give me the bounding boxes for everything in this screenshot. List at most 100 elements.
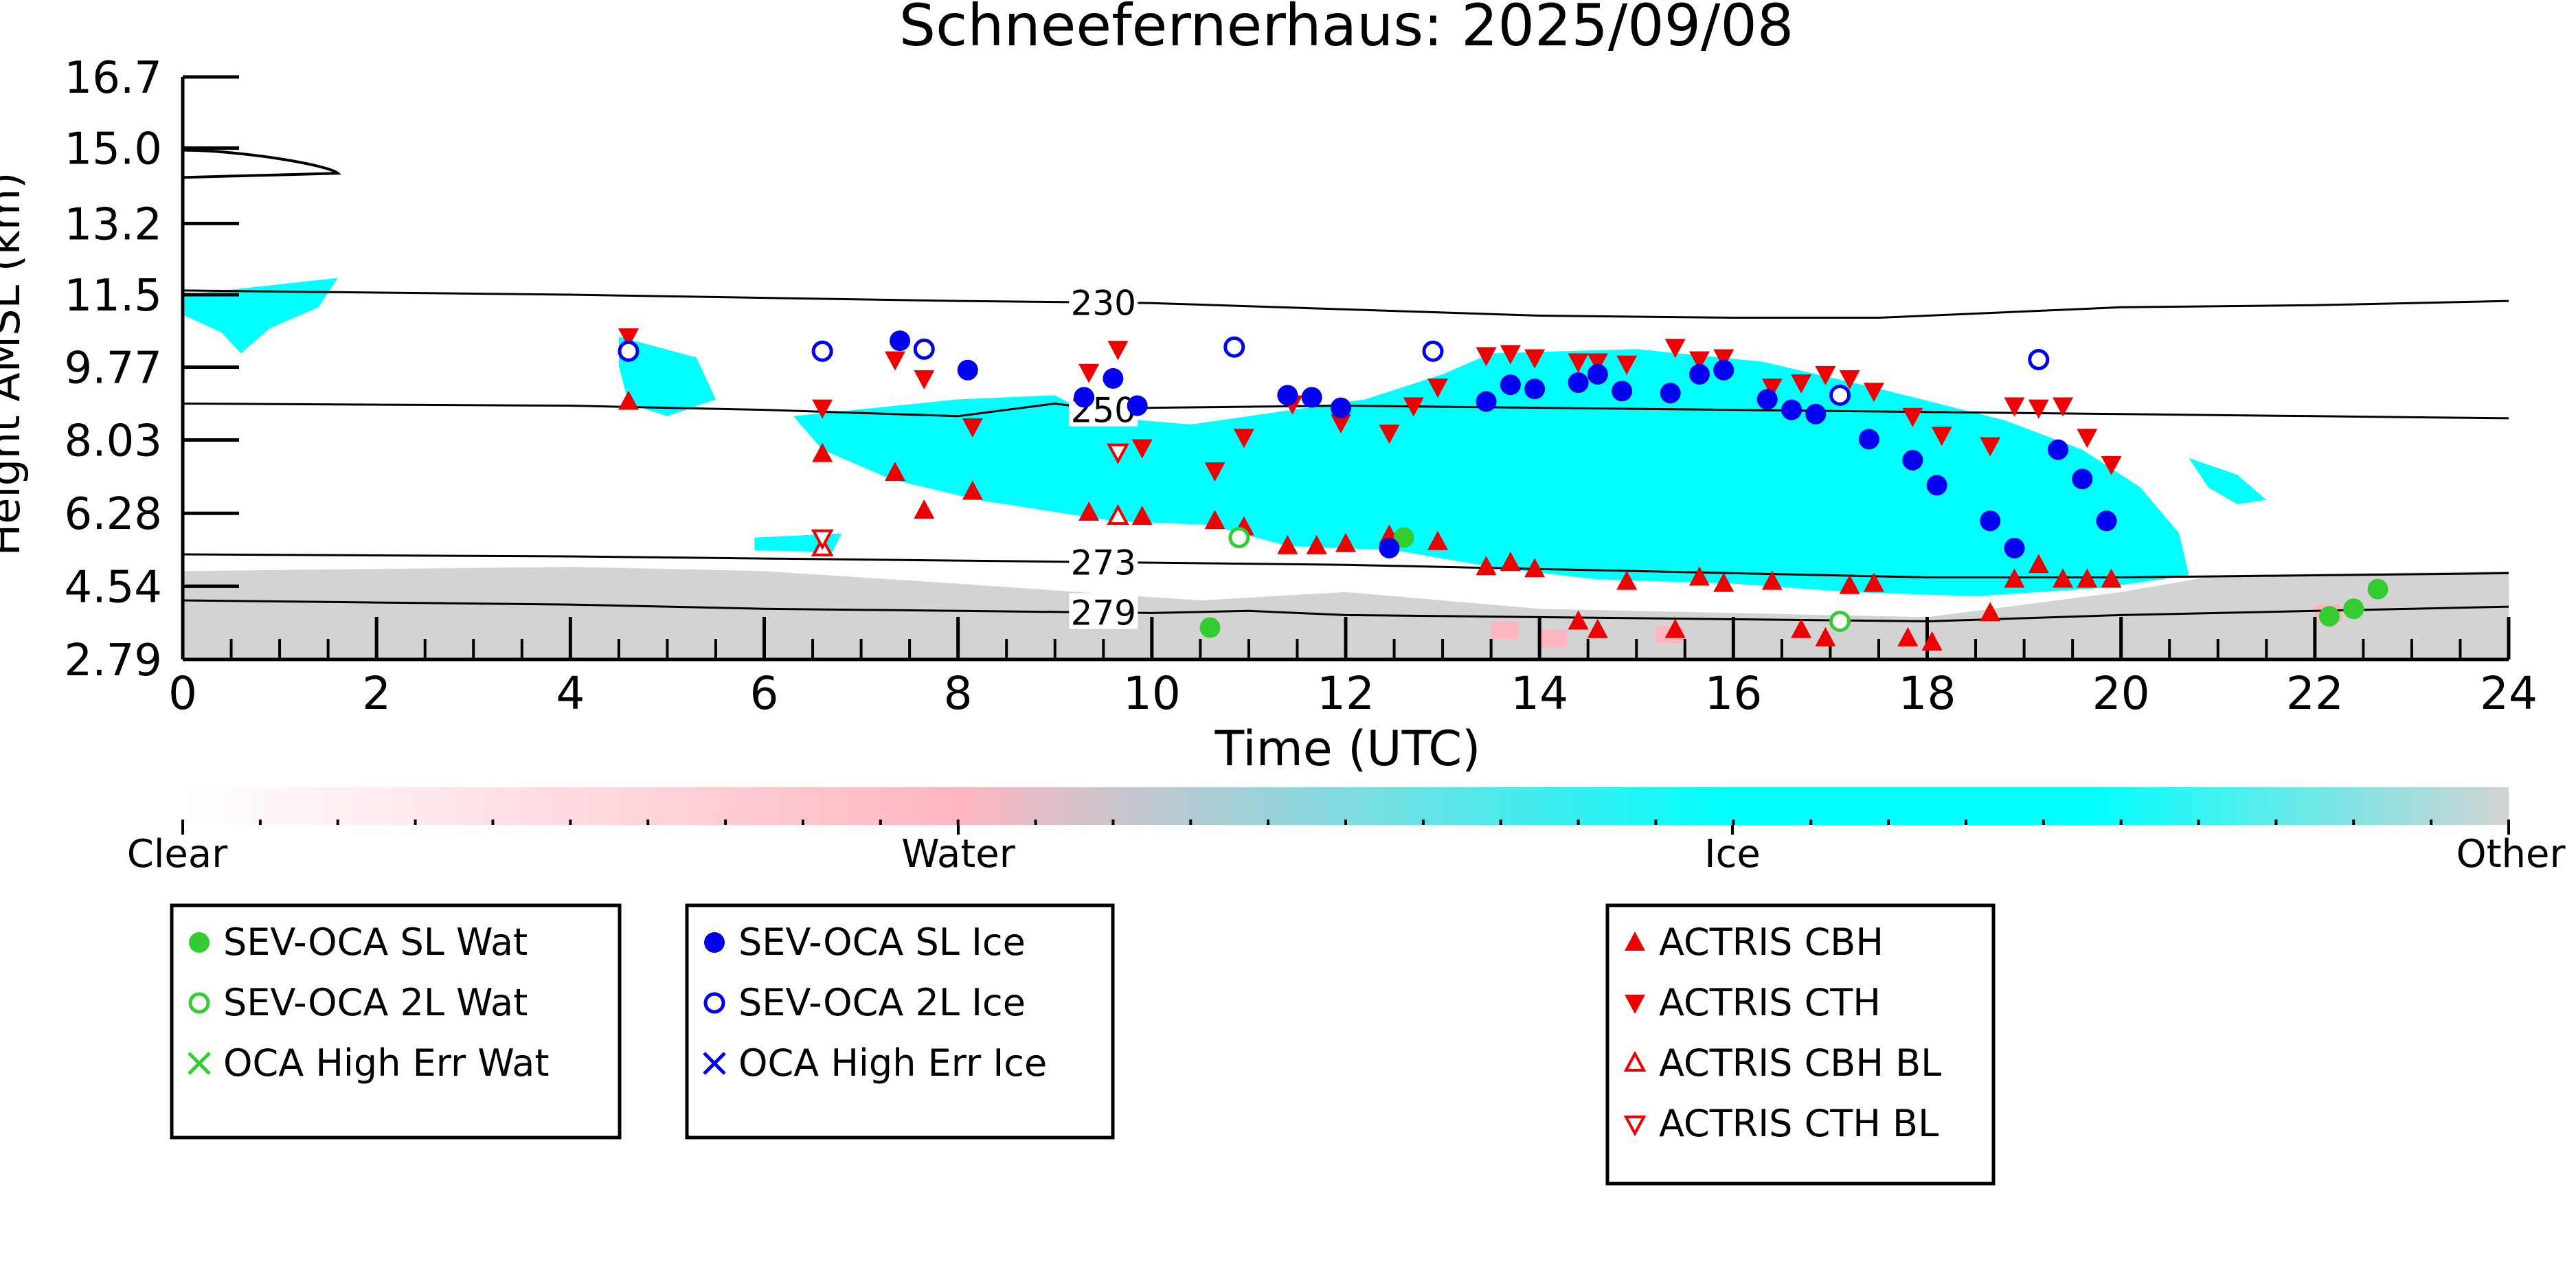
actris-cth-point-19 <box>1568 353 1589 373</box>
data-markers <box>618 328 2388 651</box>
sev-oca-sl-wat-point-4 <box>2343 598 2364 620</box>
legend-marker-actris-cth-bl <box>1623 1116 1647 1137</box>
legend-label-oca-high-err-wat: OCA High Err Wat <box>223 1041 550 1085</box>
sev-oca-2l-wat-point-1 <box>1228 527 1250 549</box>
actris-cbh-point-32 <box>2004 568 2025 588</box>
sev-oca-sl-wat-point-2 <box>1393 527 1414 548</box>
actris-cth-point-5 <box>962 418 983 438</box>
sev-oca-sl-ice-point-10 <box>1476 391 1497 412</box>
contour-label-273: 273 <box>1071 543 1136 583</box>
actris-cbh-point-8 <box>1204 510 1225 530</box>
actris-cth-point-1 <box>618 328 639 348</box>
actris-cth-point-7 <box>1107 341 1129 361</box>
sev-oca-2l-ice-point-7 <box>2028 349 2050 371</box>
x-tick-label-18: 18 <box>1899 667 1956 720</box>
actris-cth-point-17 <box>1500 345 1521 365</box>
sev-oca-sl-ice-point-11 <box>1500 374 1521 396</box>
legend-box-1 <box>170 903 622 1140</box>
actris-cth-point-13 <box>1379 425 1400 444</box>
actris-cth-point-22 <box>1664 339 1686 359</box>
x-tick-label-8: 8 <box>944 667 973 720</box>
sev-oca-2l-ice-point-4 <box>1223 336 1245 358</box>
actris-cbh-point-14 <box>1427 530 1449 550</box>
colorbar-label-ice: Ice <box>1704 832 1761 877</box>
sev-oca-sl-ice-point-9 <box>1379 537 1400 558</box>
legend-box-3 <box>1605 903 1996 1186</box>
contour-250 <box>182 403 2509 420</box>
actris-cbh-point-29 <box>1897 626 1919 646</box>
contour-273 <box>182 553 2509 579</box>
sev-oca-sl-wat-point-5 <box>2367 578 2388 600</box>
actris-cth-point-33 <box>2004 397 2025 417</box>
actris-cbh-point-21 <box>1664 618 1686 638</box>
legend-label-actris-cth: ACTRIS CTH <box>1659 981 1881 1024</box>
sev-oca-sl-ice-point-15 <box>1612 381 1633 402</box>
actris-cth-point-20 <box>1587 353 1608 373</box>
legend-label-sev-oca-sl-ice: SEV-OCA SL Ice <box>738 920 1026 964</box>
actris-cbh-point-19 <box>1587 618 1608 638</box>
actris-cbh-point-28 <box>1863 572 1884 592</box>
legend-box-2 <box>685 903 1115 1140</box>
legend-label-sev-oca-2l-wat: SEV-OCA 2L Wat <box>223 981 528 1024</box>
colorbar-label-water: Water <box>901 832 1016 877</box>
actris-cth-point-16 <box>1476 347 1497 367</box>
actris-cth-bl-point-1 <box>811 529 834 550</box>
legend-label-sev-oca-sl-wat: SEV-OCA SL Wat <box>223 920 528 964</box>
sev-oca-sl-ice-point-28 <box>2072 468 2093 490</box>
sev-oca-sl-ice-point-23 <box>1902 449 1923 471</box>
actris-cth-point-31 <box>1931 427 1952 447</box>
y-tick-label-16.7: 16.7 <box>65 53 163 104</box>
actris-cbh-point-12 <box>1335 532 1356 552</box>
actris-cbh-point-11 <box>1306 534 1327 554</box>
ice-region-4 <box>2189 457 2267 504</box>
actris-cbh-point-33 <box>2028 554 2049 574</box>
actris-cth-point-18 <box>1524 349 1546 369</box>
actris-cbh-point-36 <box>2101 568 2122 588</box>
contour-label-230: 230 <box>1071 283 1136 323</box>
colorbar-ticks <box>181 820 2510 835</box>
sev-oca-sl-ice-point-13 <box>1568 372 1589 394</box>
x-tick-label-12: 12 <box>1317 667 1375 720</box>
actris-cth-point-2 <box>812 399 833 419</box>
actris-cbh-point-27 <box>1839 574 1860 594</box>
sev-oca-2l-ice-point-3 <box>913 338 935 360</box>
sev-oca-sl-ice-point-25 <box>1980 510 2001 532</box>
legend-marker-sev-oca-2l-ice <box>703 992 725 1014</box>
sev-oca-sl-wat-point-3 <box>2318 606 2340 627</box>
y-tick-label-6.28: 6.28 <box>65 489 163 540</box>
actris-cbh-point-1 <box>618 390 639 410</box>
actris-cbh-point-10 <box>1277 534 1298 554</box>
sev-oca-2l-ice-point-2 <box>811 340 833 362</box>
actris-cth-point-12 <box>1330 414 1351 433</box>
legends: SEV-OCA SL Wat SEV-OCA 2L Wat OCA High Err… <box>170 903 1996 1186</box>
legend-marker-oca-high-err-ice <box>703 1052 726 1075</box>
legend-label-actris-cth-bl: ACTRIS CTH BL <box>1659 1102 1939 1145</box>
actris-cbh-point-34 <box>2053 568 2074 588</box>
y-axis-label: Height AMSL (km) <box>0 172 30 556</box>
sev-oca-sl-ice-point-20 <box>1781 399 1802 420</box>
actris-cth-point-30 <box>1902 407 1923 427</box>
sev-oca-sl-wat-point-1 <box>1199 617 1221 638</box>
sev-oca-2l-ice-point-6 <box>1829 384 1851 406</box>
actris-cbh-point-4 <box>914 499 935 519</box>
contour-label-279: 279 <box>1071 594 1136 633</box>
sev-oca-sl-ice-point-5 <box>1127 395 1148 416</box>
sev-oca-sl-ice-point-22 <box>1858 429 1879 450</box>
water-patch-2 <box>1539 629 1568 648</box>
contour-279 <box>182 599 2509 623</box>
actris-cbh-point-5 <box>962 480 983 500</box>
actris-cth-point-3 <box>884 351 905 371</box>
actris-cth-point-8 <box>1131 439 1153 459</box>
axes: 0 2 4 6 8 10 12 14 16 18 20 22 242.794.546.288.039.7… <box>65 53 2538 720</box>
actris-cth-point-14 <box>1403 397 1424 417</box>
actris-cth-bl-point-2 <box>1107 443 1129 464</box>
legend-marker-sev-oca-sl-wat <box>189 932 210 953</box>
y-tick-label-15.0: 15.0 <box>65 124 163 175</box>
chart-title: Schneefernerhaus: 2025/09/08 <box>899 0 1794 59</box>
actris-cth-point-6 <box>1078 363 1100 383</box>
actris-cth-point-27 <box>1815 365 1836 385</box>
actris-cbh-point-18 <box>1568 610 1589 630</box>
x-axis-label: Time (UTC) <box>1214 721 1481 777</box>
actris-cbh-point-3 <box>884 462 905 482</box>
